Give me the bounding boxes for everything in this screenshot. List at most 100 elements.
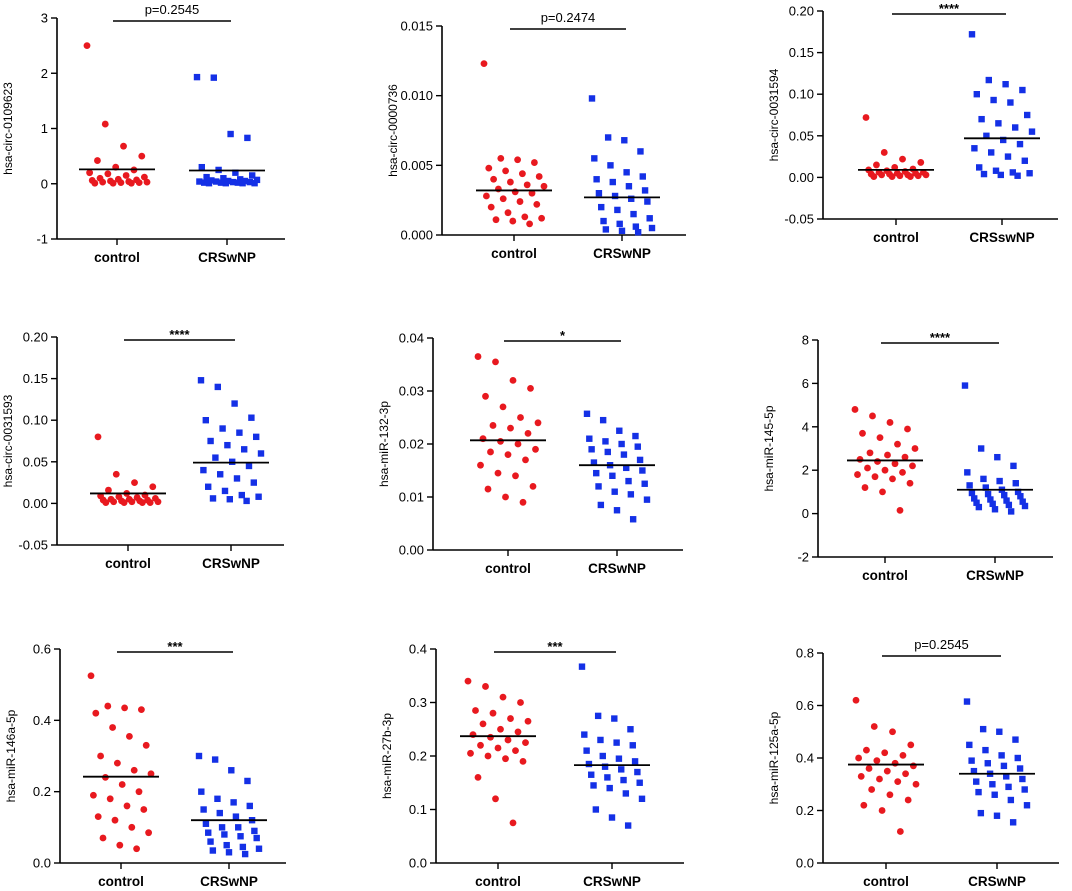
data-point-crswnp	[198, 163, 205, 171]
data-point-crswnp	[991, 506, 999, 513]
y-tick-label: 0.03	[399, 384, 424, 399]
data-point-control	[868, 786, 876, 793]
data-point-control	[147, 770, 155, 778]
data-point-crswnp	[201, 179, 208, 186]
y-tick-label: 0.6	[796, 698, 814, 713]
data-point-crsswnp	[973, 91, 980, 98]
y-tick-label: 0.000	[400, 228, 433, 243]
data-point-crswnp	[203, 173, 210, 181]
data-point-crswnp	[632, 432, 639, 440]
data-point-crswnp	[588, 446, 595, 453]
data-point-control	[514, 156, 521, 164]
data-point-crswnp	[253, 433, 260, 441]
data-point-control	[131, 479, 138, 486]
data-point-crswnp	[209, 847, 217, 854]
data-point-control	[138, 499, 146, 506]
data-point-crswnp	[245, 462, 253, 470]
data-point-crswnp	[239, 843, 247, 851]
data-point-crswnp	[599, 416, 607, 424]
data-point-control	[891, 759, 899, 767]
data-point-crsswnp	[983, 132, 990, 139]
y-tick-label: -0.05	[18, 538, 48, 553]
data-point-control	[474, 353, 482, 360]
data-point-crswnp	[989, 781, 996, 788]
data-point-control	[477, 741, 484, 749]
data-point-control	[538, 214, 545, 222]
data-point-control	[896, 828, 904, 835]
data-point-control	[522, 739, 529, 747]
data-point-control	[532, 445, 539, 453]
data-point-control	[909, 762, 917, 770]
data-point-control	[92, 709, 100, 717]
data-point-control	[111, 816, 119, 824]
y-tick-label: 0.20	[23, 330, 48, 345]
data-point-control	[914, 172, 922, 180]
data-point-crswnp	[998, 752, 1005, 759]
data-point-crswnp	[238, 491, 245, 499]
data-point-control	[881, 466, 889, 474]
y-tick-label: 3	[41, 11, 48, 26]
data-point-crswnp	[222, 179, 229, 187]
data-point-control	[474, 774, 482, 781]
data-point-crsswnp	[1019, 86, 1026, 94]
data-point-control	[889, 728, 896, 736]
data-point-crswnp	[975, 503, 983, 511]
data-point-crswnp	[996, 477, 1003, 485]
data-point-control	[526, 220, 533, 228]
data-point-crswnp	[230, 799, 237, 806]
data-point-crswnp	[246, 802, 253, 810]
panel-5: 0.00 0.01 0.02 0.03 0.04 control CRSwNP hsa-miR…	[377, 328, 683, 576]
data-point-crswnp	[255, 493, 262, 500]
data-point-crsswnp	[1016, 140, 1024, 148]
data-point-crsswnp	[1002, 81, 1009, 88]
data-point-crswnp	[595, 190, 603, 197]
y-tick-label: -0.05	[784, 212, 814, 227]
data-point-crswnp	[226, 496, 233, 503]
data-point-control	[472, 707, 479, 714]
data-point-control	[83, 42, 91, 50]
data-point-control	[502, 493, 509, 501]
data-point-control	[94, 433, 102, 441]
data-point-control	[894, 778, 902, 786]
data-point-crswnp	[968, 757, 975, 764]
data-point-control	[125, 732, 133, 740]
data-point-crswnp	[636, 456, 644, 464]
data-point-crswnp	[590, 459, 598, 466]
data-point-control	[866, 449, 874, 457]
data-point-crswnp	[598, 203, 605, 211]
data-point-crswnp	[963, 698, 971, 705]
data-point-crswnp	[971, 495, 978, 502]
data-point-control	[109, 724, 116, 731]
data-point-crsswnp	[1012, 124, 1019, 131]
data-point-control	[480, 60, 488, 68]
data-point-crswnp	[982, 746, 989, 754]
data-point-control	[509, 377, 517, 384]
data-point-crsswnp	[976, 164, 983, 171]
data-point-crswnp	[991, 791, 998, 798]
y-tick-label: 0.04	[399, 331, 424, 346]
data-point-crswnp	[623, 464, 630, 472]
data-point-control	[509, 217, 517, 225]
x-category-label: control	[98, 874, 144, 889]
x-category-label: control	[475, 874, 521, 889]
data-point-control	[479, 720, 487, 728]
y-axis-label: hsa-miR-145-5p	[762, 405, 776, 491]
data-point-control	[855, 754, 863, 762]
significance-label: ****	[930, 330, 951, 345]
data-point-crswnp	[1003, 773, 1010, 780]
data-point-crswnp	[586, 435, 593, 442]
data-point-control	[860, 801, 868, 809]
data-point-crswnp	[977, 445, 985, 452]
data-point-crswnp	[632, 223, 640, 230]
data-point-crswnp	[1001, 491, 1008, 499]
y-tick-label: 0.0	[409, 856, 427, 871]
data-point-control	[130, 766, 138, 774]
y-tick-label: 0.010	[400, 88, 433, 103]
data-point-crswnp	[595, 483, 602, 490]
data-point-control	[494, 469, 502, 477]
significance-label: ***	[167, 639, 183, 654]
data-point-control	[467, 749, 474, 757]
data-point-crswnp	[594, 712, 602, 720]
data-point-crswnp	[618, 766, 625, 773]
data-point-control	[904, 796, 912, 804]
